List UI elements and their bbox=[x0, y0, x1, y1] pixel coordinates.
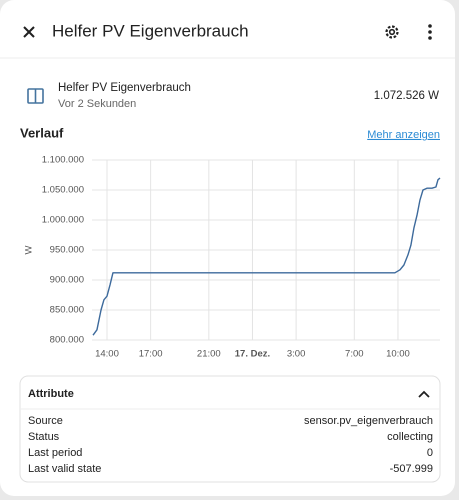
history-title: Verlauf bbox=[20, 125, 64, 140]
y-tick-label: 800.000 bbox=[50, 335, 84, 346]
x-tick-label: 7:00 bbox=[345, 349, 364, 360]
entity-last-changed: Vor 2 Sekunden bbox=[58, 98, 136, 110]
settings-button[interactable] bbox=[385, 25, 399, 39]
x-tick-label: 17:00 bbox=[139, 349, 163, 360]
attributes-title: Attribute bbox=[28, 388, 74, 400]
y-tick-label: 1.100.000 bbox=[42, 155, 84, 166]
y-tick-label: 850.000 bbox=[50, 305, 84, 316]
collapse-chevron[interactable] bbox=[418, 390, 430, 398]
more-link[interactable]: Mehr anzeigen bbox=[367, 129, 440, 141]
attribute-key: Last valid state bbox=[28, 463, 101, 475]
chart: 800.000 850.000 900.000 950.000 1.000.000 1.0… bbox=[42, 155, 441, 360]
entity-name: Helfer PV Eigenverbrauch bbox=[58, 82, 191, 94]
attribute-key: Status bbox=[28, 431, 60, 443]
x-tick-label: 17. Dez. bbox=[235, 349, 270, 360]
attribute-value: sensor.pv_eigenverbrauch bbox=[304, 415, 433, 427]
y-axis-label: W bbox=[24, 245, 35, 254]
x-tick-label: 3:00 bbox=[287, 349, 306, 360]
attribute-key: Last period bbox=[28, 447, 82, 459]
dialog-title: Helfer PV Eigenverbrauch bbox=[52, 21, 249, 40]
close-button[interactable] bbox=[23, 26, 35, 38]
attribute-value: 0 bbox=[427, 447, 433, 459]
entity-icon bbox=[27, 88, 44, 104]
attribute-value: -507.999 bbox=[390, 463, 433, 475]
x-tick-label: 10:00 bbox=[386, 349, 410, 360]
x-tick-label: 14:00 bbox=[95, 349, 119, 360]
attribute-list: Source sensor.pv_eigenverbrauch Status coll… bbox=[28, 415, 433, 475]
x-tick-label: 21:00 bbox=[197, 349, 221, 360]
y-tick-label: 950.000 bbox=[50, 245, 84, 256]
attribute-key: Source bbox=[28, 415, 63, 427]
entity-state: 1.072.526 W bbox=[374, 90, 439, 102]
attribute-value: collecting bbox=[387, 431, 433, 443]
y-tick-label: 1.050.000 bbox=[42, 185, 84, 196]
y-tick-label: 1.000.000 bbox=[42, 215, 84, 226]
y-tick-label: 900.000 bbox=[50, 275, 84, 286]
attributes-card bbox=[19, 375, 441, 483]
series-line bbox=[92, 177, 441, 336]
menu-button[interactable] bbox=[428, 24, 432, 40]
